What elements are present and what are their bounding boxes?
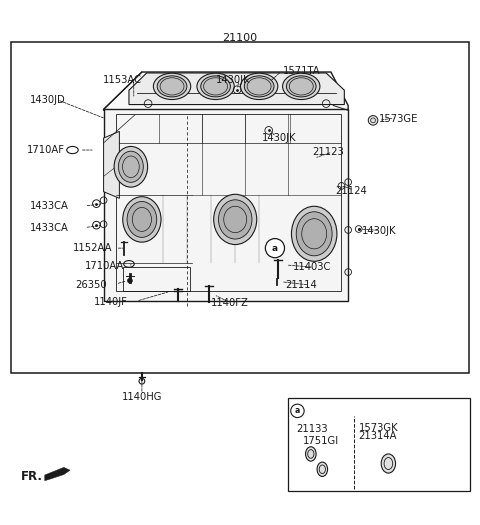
- Text: 1573GE: 1573GE: [379, 114, 418, 124]
- Text: 1140HG: 1140HG: [121, 392, 162, 402]
- Text: 1430JK: 1430JK: [216, 75, 251, 85]
- Polygon shape: [45, 467, 70, 481]
- Bar: [11, 43, 469, 373]
- Text: 1573GK: 1573GK: [359, 423, 398, 433]
- Ellipse shape: [123, 197, 161, 242]
- Ellipse shape: [287, 76, 316, 97]
- Ellipse shape: [291, 206, 337, 261]
- Text: FR.: FR.: [21, 470, 43, 484]
- Circle shape: [265, 238, 285, 258]
- Ellipse shape: [127, 202, 157, 237]
- Ellipse shape: [119, 151, 144, 182]
- Text: 1430JK: 1430JK: [262, 133, 296, 143]
- Bar: [288, 398, 470, 491]
- Ellipse shape: [218, 200, 252, 239]
- Polygon shape: [104, 72, 348, 110]
- Polygon shape: [129, 73, 344, 104]
- Ellipse shape: [381, 454, 396, 473]
- Ellipse shape: [306, 447, 316, 461]
- Text: 1751GI: 1751GI: [303, 436, 339, 446]
- Text: 11403C: 11403C: [293, 262, 331, 272]
- Polygon shape: [104, 131, 120, 198]
- Ellipse shape: [283, 73, 320, 100]
- Ellipse shape: [296, 212, 332, 256]
- Ellipse shape: [214, 194, 257, 245]
- Text: 1430JD: 1430JD: [29, 95, 65, 105]
- Text: 1140FZ: 1140FZ: [211, 298, 249, 308]
- Circle shape: [291, 404, 304, 417]
- Text: 21100: 21100: [222, 33, 258, 43]
- Text: 21133: 21133: [297, 424, 328, 434]
- Text: 1433CA: 1433CA: [29, 223, 68, 233]
- Text: 1710AA: 1710AA: [84, 261, 124, 271]
- Text: 1710AF: 1710AF: [27, 145, 65, 155]
- Text: 21314A: 21314A: [359, 430, 397, 441]
- Ellipse shape: [368, 116, 378, 125]
- Text: 26350: 26350: [75, 279, 107, 289]
- Text: 1153AC: 1153AC: [103, 75, 142, 85]
- Text: 1433CA: 1433CA: [29, 201, 68, 211]
- Ellipse shape: [114, 146, 148, 187]
- Ellipse shape: [157, 76, 187, 97]
- Ellipse shape: [201, 76, 230, 97]
- Text: 1571TA: 1571TA: [283, 66, 321, 76]
- Ellipse shape: [240, 73, 278, 100]
- Text: 1140JF: 1140JF: [94, 297, 128, 307]
- Ellipse shape: [197, 73, 234, 100]
- Text: 1152AA: 1152AA: [72, 243, 112, 253]
- Text: 1430JK: 1430JK: [362, 226, 396, 236]
- Text: 21124: 21124: [336, 186, 368, 196]
- Ellipse shape: [154, 73, 191, 100]
- Text: 21114: 21114: [286, 280, 317, 290]
- Text: a: a: [272, 244, 278, 253]
- Ellipse shape: [317, 462, 327, 477]
- Polygon shape: [104, 109, 348, 301]
- Text: a: a: [295, 406, 300, 415]
- Ellipse shape: [244, 76, 274, 97]
- Text: 21123: 21123: [312, 148, 344, 158]
- Circle shape: [128, 278, 132, 283]
